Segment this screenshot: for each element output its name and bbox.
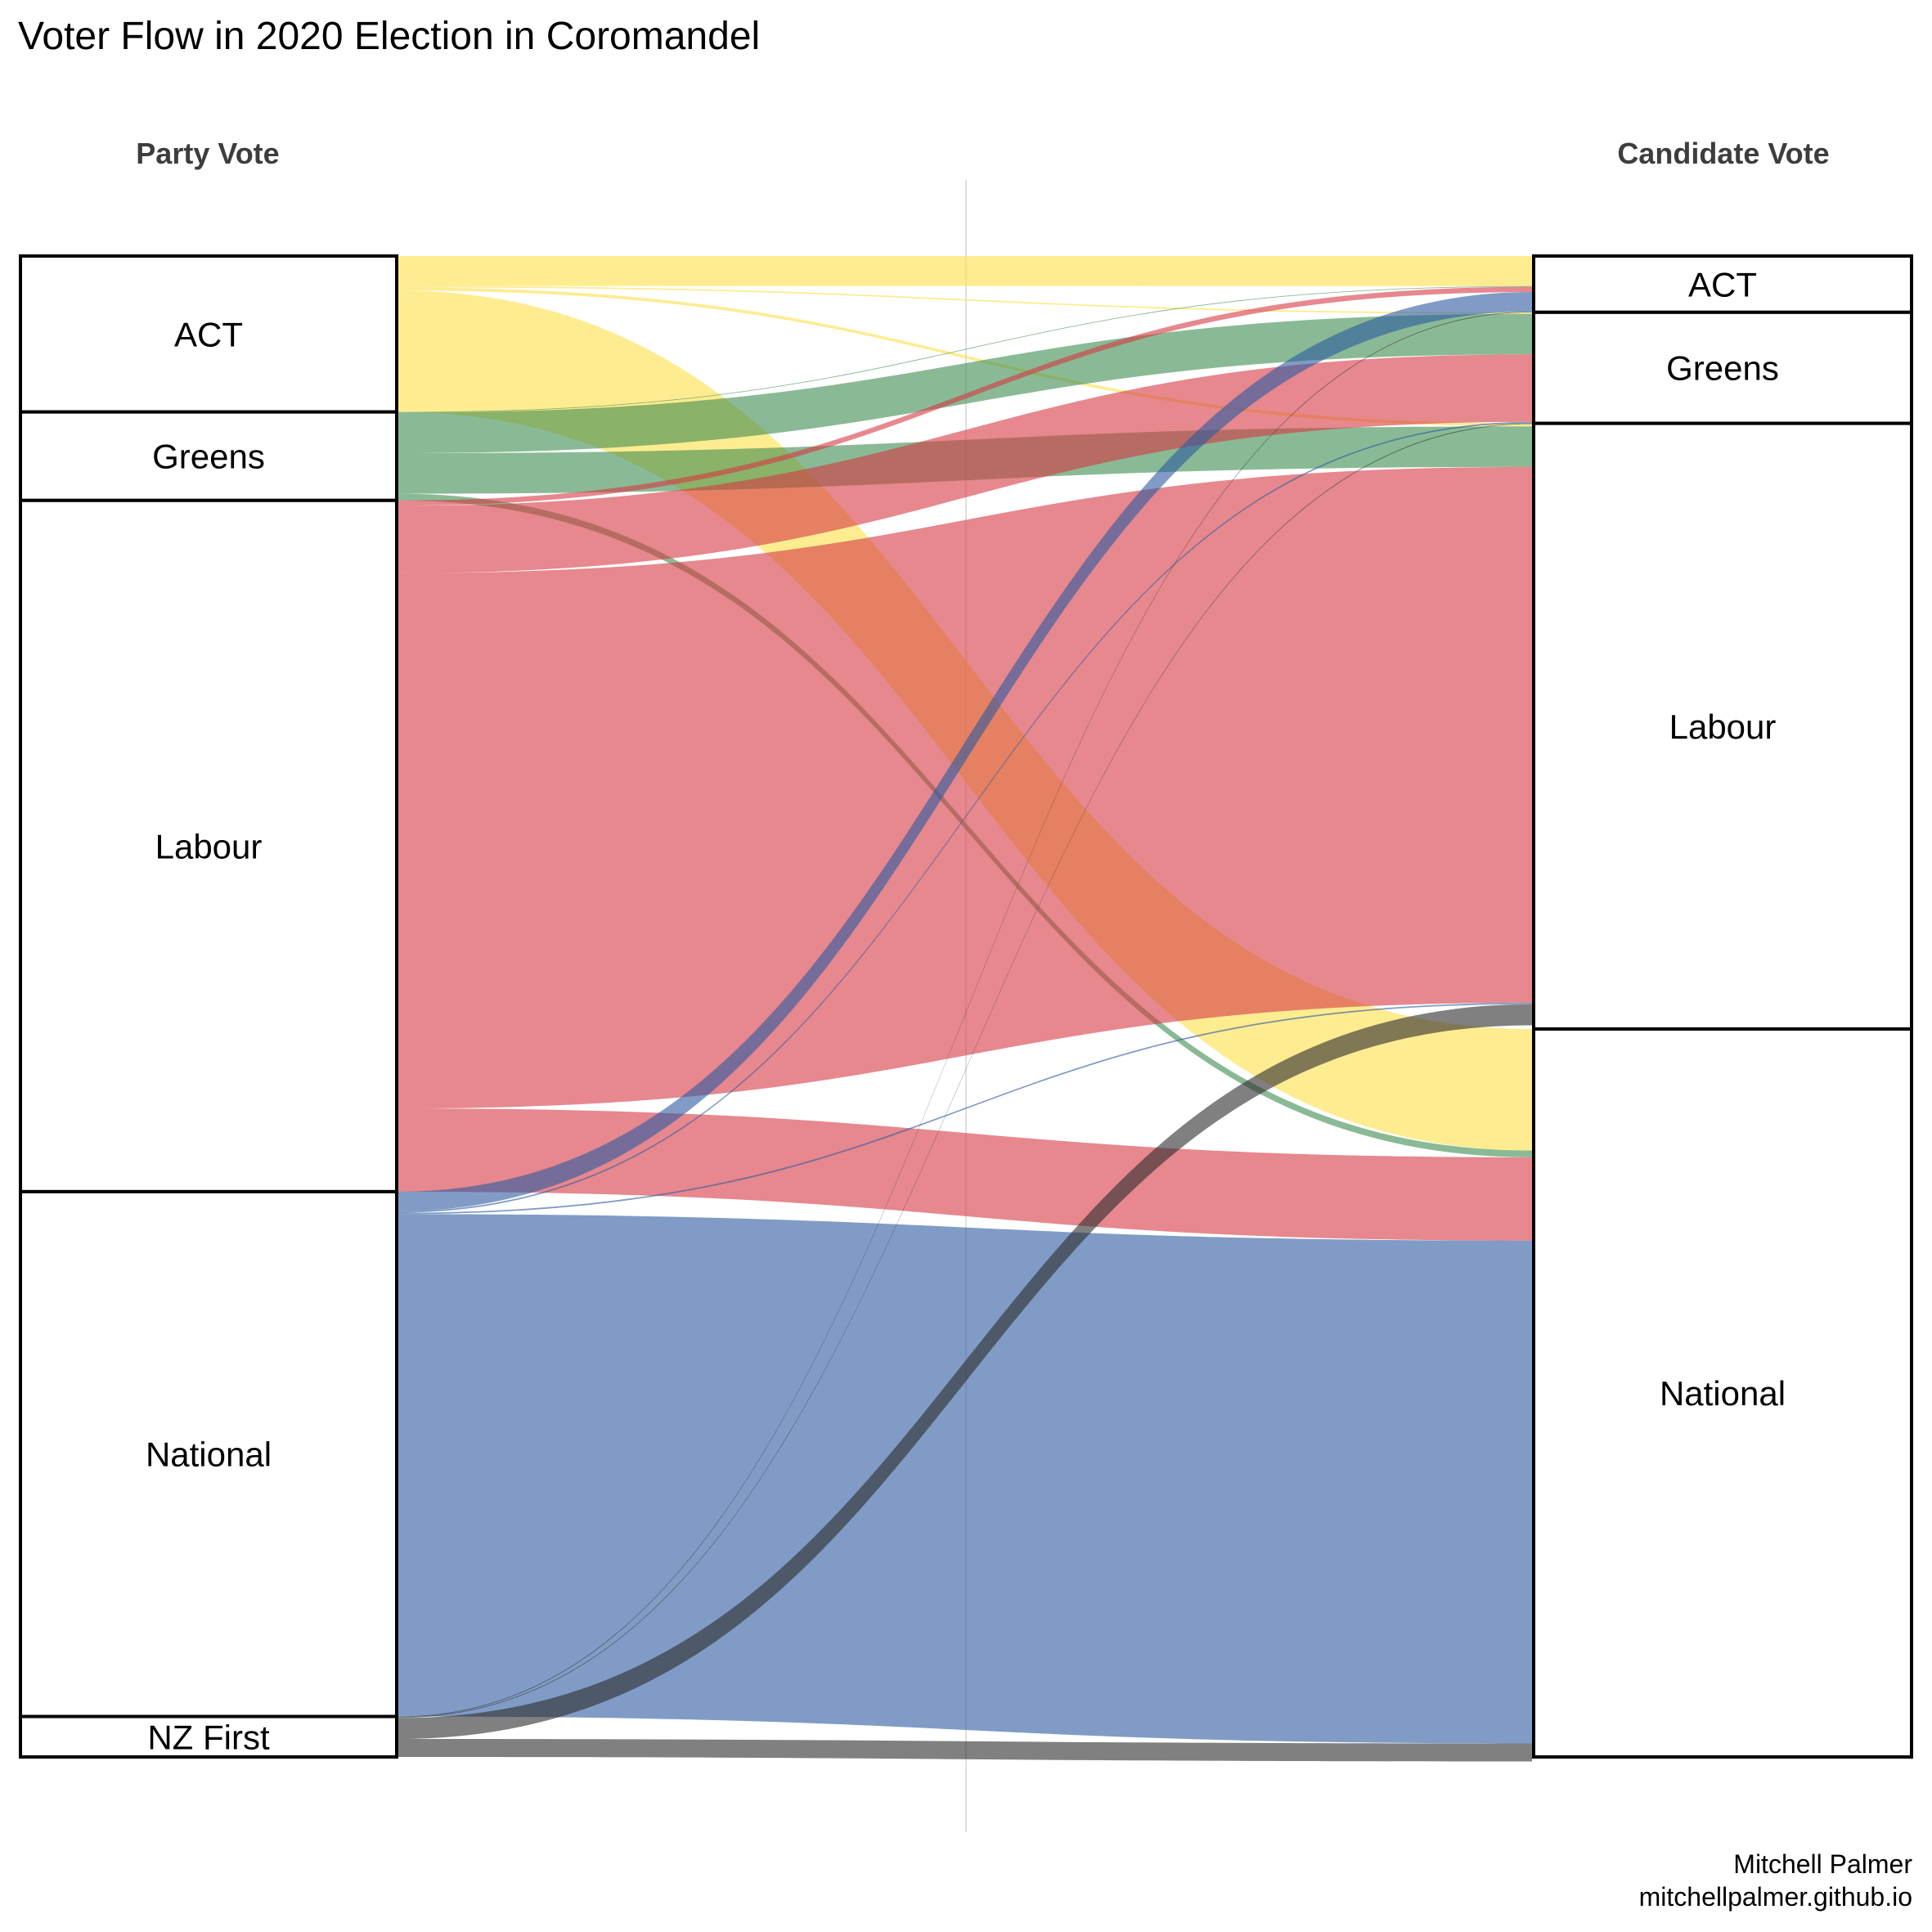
flow-labour-to-greens [398,354,1532,573]
right-node-act [1532,254,1913,314]
left-node-nz-first [19,1714,398,1759]
flow-labour-to-national [398,1108,1532,1241]
flow-labour-to-labour [398,466,1532,1109]
left-node-national [19,1189,398,1719]
right-node-label-greens: Greens [1666,349,1779,388]
right-node-label-labour: Labour [1669,708,1777,746]
flow-nz-first-to-greens [398,423,1532,1719]
chart-title: Voter Flow in 2020 Election in Coromande… [18,15,760,58]
flow-greens-to-greens [398,313,1532,454]
caption-url: mitchellpalmer.github.io [1639,1882,1912,1912]
flow-nz-first-to-labour [398,1004,1532,1740]
flow-labour-to-act [398,286,1532,506]
flow-act-to-greens [398,285,1532,314]
right-node-greens [1532,310,1913,425]
left-nodes: ACT Greens Labour National NZ First [19,254,398,1759]
flow-act-to-labour [398,287,1532,427]
left-node-label-nz-first: NZ First [147,1718,270,1756]
left-node-label-greens: Greens [152,438,265,476]
flow-nz-first-to-national [398,1739,1532,1762]
flow-nz-first-to-act [398,311,1532,1718]
left-node-labour [19,498,398,1193]
right-node-label-act: ACT [1688,265,1757,303]
right-node-national [1532,1027,1913,1759]
right-axis-label: Candidate Vote [1617,137,1829,170]
left-node-label-national: National [146,1436,272,1474]
flow-national-to-act [398,292,1532,1211]
flows-layer [398,256,1532,1762]
left-node-label-labour: Labour [155,827,263,865]
flow-national-to-greens [398,421,1532,1213]
right-nodes: ACT Greens Labour National [1532,254,1913,1759]
flow-national-to-labour [398,1002,1532,1215]
left-node-label-act: ACT [174,315,243,353]
left-node-act [19,254,398,414]
flow-national-to-national [398,1214,1532,1744]
flow-act-to-act [398,256,1532,286]
right-node-label-national: National [1660,1374,1786,1413]
flow-greens-to-act [398,285,1532,413]
caption-author: Mitchell Palmer [1733,1849,1912,1879]
left-axis-label: Party Vote [136,137,279,170]
left-node-greens [19,410,398,502]
